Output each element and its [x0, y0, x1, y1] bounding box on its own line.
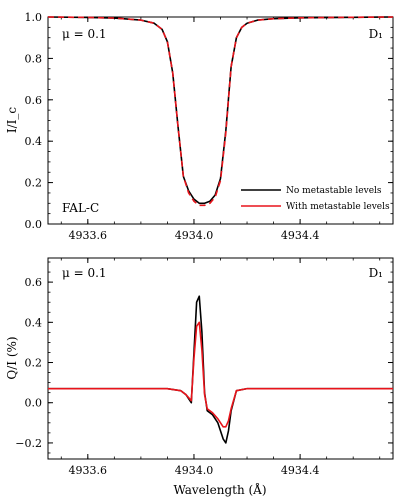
intensity-ticks: 4933.6 4934.0 4934.4 0.0 0.2 0.4 0.6 0.8 1.0 — [25, 11, 393, 242]
polarization-series-no-metastable — [48, 295, 393, 444]
intensity-series-with-metastable — [47, 16, 394, 207]
intensity-line-annotation: D₁ — [369, 27, 383, 41]
intensity-y-tick-label: 0.6 — [25, 94, 43, 107]
polarization-x-tick-label: 4934.0 — [175, 464, 214, 477]
intensity-y-tick-label: 0.4 — [25, 135, 43, 148]
polarization-x-tick-label: 4934.4 — [281, 464, 320, 477]
intensity-mu-annotation: μ = 0.1 — [62, 27, 107, 41]
polarization-y-tick-label: 0.6 — [25, 276, 43, 289]
polarization-series-with-metastable — [48, 321, 393, 428]
intensity-y-axis-label: I/I_c — [5, 107, 19, 134]
polarization-y-tick-label: 0.4 — [25, 316, 43, 329]
intensity-lines — [47, 16, 394, 207]
polarization-y-tick-label: 0.2 — [25, 357, 43, 370]
intensity-y-tick-label: 0.0 — [25, 218, 43, 231]
polarization-y-tick-label: −0.2 — [15, 437, 42, 450]
wavelength-x-axis-label: Wavelength (Å) — [173, 482, 266, 497]
legend: No metastable levels With metastable lev… — [241, 186, 390, 212]
intensity-y-tick-label: 1.0 — [25, 11, 43, 24]
legend-label-with-metastable: With metastable levels — [286, 202, 390, 212]
polarization-x-tick-label: 4933.6 — [69, 464, 108, 477]
intensity-x-tick-label: 4934.0 — [175, 229, 214, 242]
intensity-x-tick-label: 4934.4 — [281, 229, 320, 242]
polarization-line-annotation: D₁ — [369, 266, 383, 280]
polarization-y-axis-label: Q/I (%) — [5, 336, 19, 379]
polarization-ticks: 4933.6 4934.0 4934.4 −0.2 0.0 0.2 0.4 0.6 — [15, 258, 393, 477]
model-annotation: FAL-C — [62, 201, 99, 215]
intensity-panel: 4933.6 4934.0 4934.4 0.0 0.2 0.4 0.6 0.8 1.0 μ =… — [5, 11, 394, 242]
polarization-lines — [48, 295, 393, 444]
intensity-x-tick-label: 4933.6 — [69, 229, 108, 242]
intensity-y-tick-label: 0.8 — [25, 52, 43, 65]
polarization-mu-annotation: μ = 0.1 — [62, 266, 107, 280]
legend-label-no-metastable: No metastable levels — [286, 186, 382, 196]
intensity-y-tick-label: 0.2 — [25, 177, 43, 190]
polarization-panel: 4933.6 4934.0 4934.4 −0.2 0.0 0.2 0.4 0.6 μ = 0… — [5, 257, 394, 497]
polarization-y-tick-label: 0.0 — [25, 397, 43, 410]
